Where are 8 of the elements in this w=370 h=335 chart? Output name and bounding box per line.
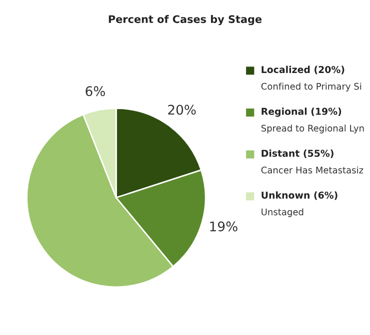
legend-label: Distant (55%) Cancer Has Metastasiz	[261, 150, 364, 174]
data-label: 6%	[86, 86, 105, 96]
legend-label: Unknown (6%) Unstaged	[262, 191, 338, 218]
legend-label: Localized (20%) Confined to Primary Si	[261, 66, 362, 92]
data-label: 19%	[210, 221, 238, 232]
legend-label: Regional (19%) Spread to Regional Lyn	[261, 108, 364, 134]
data-label: 20%	[168, 104, 196, 115]
chart-title: Percent of Cases by Stage	[108, 15, 262, 26]
